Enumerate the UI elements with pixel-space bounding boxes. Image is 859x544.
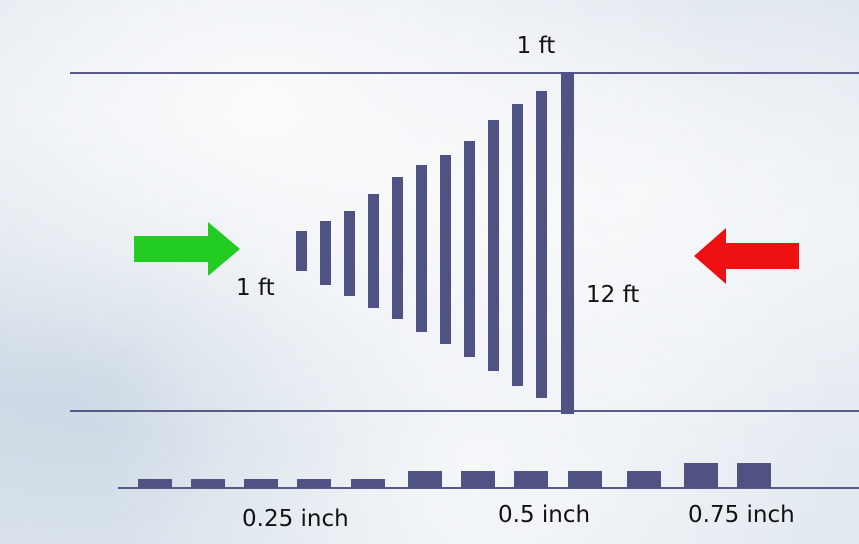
top-width-label: 1 ft [517,33,556,59]
vertical-bar [512,104,523,386]
vertical-bar [296,231,307,271]
vertical-bar [344,211,355,296]
vertical-bar [320,221,331,285]
thickness-small-label: 0.25 inch [242,506,349,532]
thickness-large-label: 0.75 inch [688,502,795,528]
thin-plate-block [351,479,385,488]
thickness-scale [138,463,771,488]
arrow-right-icon [134,222,240,276]
tall-end-bar [561,72,574,414]
left-height-label: 1 ft [236,275,275,301]
thin-plate-block [244,479,278,488]
medium-plate-block [408,471,442,488]
thick-plate-block [684,463,718,488]
thick-plate-block [737,463,771,488]
arrow-left-icon [694,228,799,284]
medium-plate-block [568,471,602,488]
vertical-bar [464,141,475,357]
tapered-bars [296,72,574,414]
vertical-bar [416,165,427,332]
vertical-bar [488,120,499,371]
medium-plate-block [514,471,548,488]
medium-plate-block [461,471,495,488]
thickness-medium-label: 0.5 inch [498,502,590,528]
right-height-label: 12 ft [586,282,639,308]
vertical-bar [440,155,451,344]
vertical-bar [368,194,379,308]
thin-plate-block [191,479,225,488]
vertical-bar [392,177,403,319]
thin-plate-block [297,479,331,488]
thin-plate-block [138,479,172,488]
vertical-bar [536,91,547,398]
medium-plate-block [627,471,661,488]
